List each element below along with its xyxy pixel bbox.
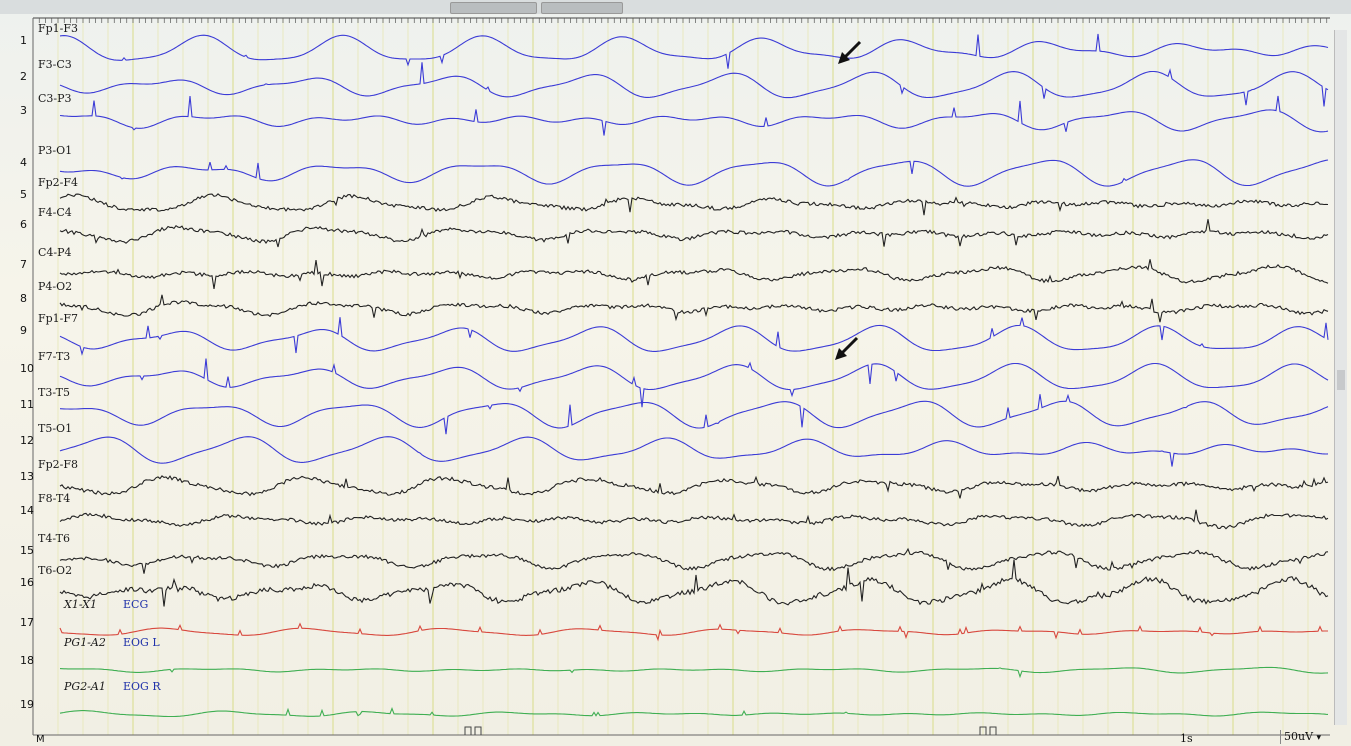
channel-label: T6-O2 (38, 564, 72, 577)
channel-number: 14 (20, 504, 34, 517)
arrow-down-left-icon (838, 40, 862, 64)
channel-tag: ECG (123, 598, 148, 611)
sensitivity-value: 50uV (1284, 730, 1314, 743)
channel-number: 11 (20, 398, 34, 411)
eeg-trace (59, 358, 1329, 408)
channel-number: 16 (20, 576, 34, 589)
channel-label: P3-O1 (38, 144, 72, 157)
channel-number: 18 (20, 654, 34, 667)
eeg-trace (59, 393, 1329, 435)
eeg-trace (59, 193, 1329, 216)
eeg-trace (59, 95, 1329, 136)
chevron-down-icon: ▾ (1316, 733, 1322, 743)
corner-mark: M (36, 734, 45, 745)
channel-number: 13 (20, 470, 34, 483)
channel-label: Fp2-F8 (38, 458, 78, 471)
eeg-trace (59, 475, 1329, 499)
channel-label: Fp1-F3 (38, 22, 78, 35)
channel-tag: EOG R (123, 680, 161, 693)
toolbar-tab-1[interactable] (450, 2, 537, 14)
eeg-trace (59, 159, 1329, 187)
channel-number: 8 (20, 292, 27, 305)
channel-label: X1-X1 (63, 598, 97, 611)
channel-number: 6 (20, 218, 27, 231)
eeg-trace (59, 259, 1329, 289)
scrollbar-thumb[interactable] (1337, 370, 1345, 390)
channel-tag: EOG L (123, 636, 160, 649)
channel-label: P4-O2 (38, 280, 72, 293)
eeg-trace (59, 559, 1329, 607)
channel-number: 12 (20, 434, 34, 447)
eeg-trace (59, 547, 1329, 574)
timescale-label: 1s (1180, 732, 1193, 745)
channel-number: 5 (20, 188, 27, 201)
eeg-trace (59, 219, 1329, 248)
channel-label: Fp1-F7 (38, 312, 78, 325)
calibration-pulse (464, 726, 482, 735)
channel-number: 17 (20, 616, 34, 629)
eeg-trace (59, 509, 1329, 530)
channel-label: C3-P3 (38, 92, 72, 105)
channel-number: 2 (20, 70, 27, 83)
arrow-down-left-icon (835, 336, 859, 360)
channel-label: F4-C4 (38, 206, 72, 219)
channel-label: PG1-A2 (63, 636, 106, 649)
eeg-trace (59, 706, 1329, 718)
channel-label: F3-C3 (38, 58, 72, 71)
window-top-bar (0, 0, 1351, 14)
channel-number: 10 (20, 362, 34, 375)
calibration-pulse (979, 726, 997, 735)
eeg-trace (59, 62, 1329, 107)
channel-label: T5-O1 (38, 422, 72, 435)
eeg-trace (59, 317, 1329, 356)
channel-number: 7 (20, 258, 27, 271)
toolbar-tab-2[interactable] (541, 2, 623, 14)
channel-number: 3 (20, 104, 27, 117)
channel-label: PG2-A1 (63, 680, 106, 693)
sensitivity-select[interactable]: 50uV ▾ (1280, 730, 1321, 744)
channel-label: F8-T4 (38, 492, 70, 505)
eeg-trace (59, 436, 1329, 467)
channel-number: 1 (20, 34, 27, 47)
channel-number: 15 (20, 544, 34, 557)
channel-label: C4-P4 (38, 246, 72, 259)
channel-label: T4-T6 (38, 532, 70, 545)
channel-label: F7-T3 (38, 350, 70, 363)
channel-number: 19 (20, 698, 34, 711)
channel-number: 9 (20, 324, 27, 337)
channel-label: Fp2-F4 (38, 176, 78, 189)
eeg-trace (59, 33, 1329, 69)
eeg-trace (59, 666, 1329, 679)
eeg-trace (59, 622, 1328, 642)
channel-number: 4 (20, 156, 27, 169)
vertical-scrollbar[interactable] (1334, 30, 1347, 725)
eeg-trace (59, 294, 1329, 323)
channel-label: T3-T5 (38, 386, 70, 399)
